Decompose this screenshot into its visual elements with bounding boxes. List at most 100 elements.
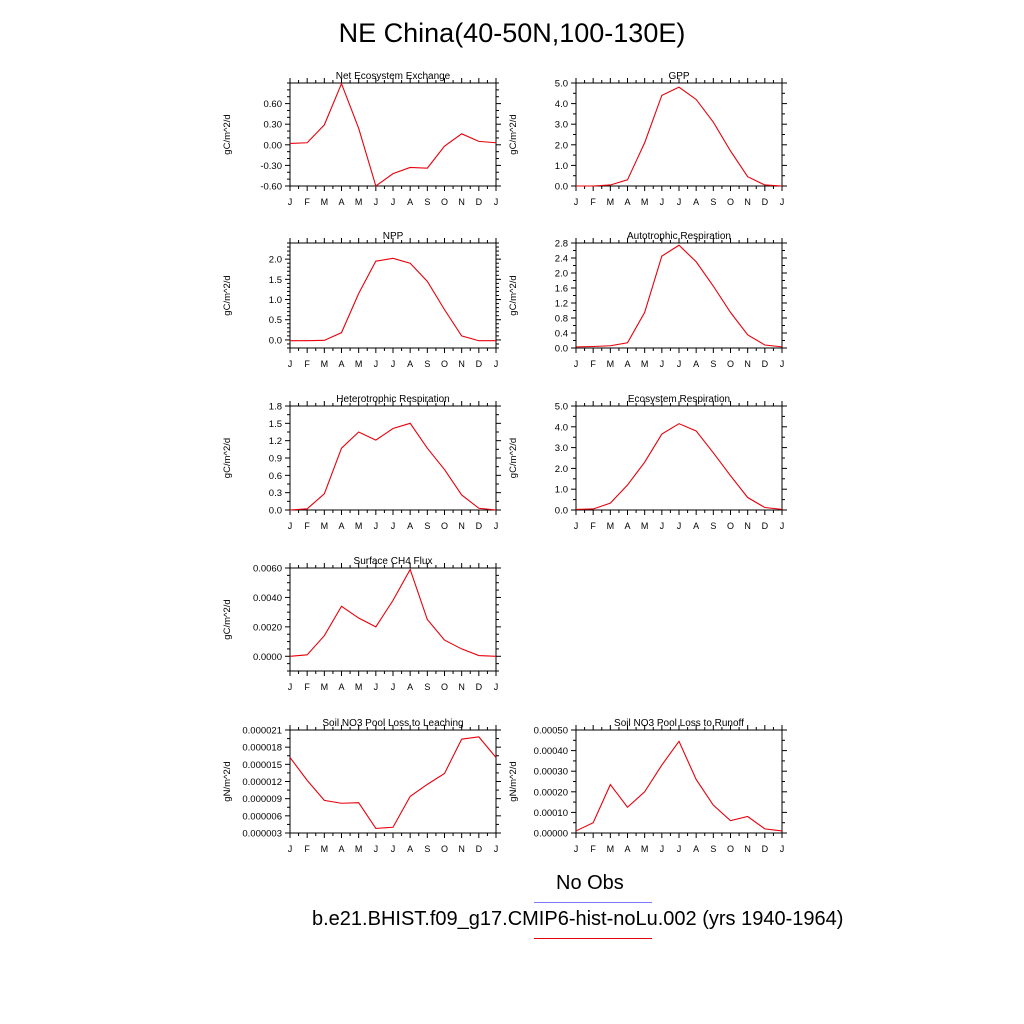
x-tick-label: O: [441, 844, 448, 854]
x-tick-label: O: [727, 521, 734, 531]
x-tick-label: N: [458, 844, 465, 854]
y-axis-label: gC/m^2/d: [222, 438, 233, 478]
y-tick-label: -0.60: [260, 182, 282, 193]
y-tick-label: 0.0060: [253, 564, 282, 575]
x-tick-label: F: [590, 521, 596, 531]
x-tick-label: F: [590, 844, 596, 854]
series-line: [290, 257, 496, 342]
y-tick-label: 0.00010: [534, 808, 568, 819]
x-tick-label: O: [727, 197, 734, 207]
x-tick-label: O: [441, 521, 448, 531]
y-tick-label: 2.0: [555, 269, 568, 280]
x-tick-label: M: [607, 197, 615, 207]
y-tick-label: 0.3: [269, 488, 282, 499]
x-tick-label: J: [374, 682, 379, 692]
x-tick-label: D: [476, 682, 483, 692]
x-tick-label: J: [780, 521, 785, 531]
x-tick-label: D: [476, 521, 483, 531]
series-line: [575, 423, 783, 510]
x-tick-label: O: [727, 359, 734, 369]
plot-frame: [575, 82, 783, 187]
x-tick-label: A: [624, 521, 630, 531]
x-tick-label: J: [574, 844, 579, 854]
x-tick-label: A: [693, 197, 699, 207]
y-tick-label: 2.0: [269, 255, 282, 266]
y-tick-label: 0.00030: [534, 767, 568, 778]
x-tick-label: S: [424, 682, 430, 692]
x-tick-label: M: [607, 359, 615, 369]
x-tick-label: J: [494, 359, 499, 369]
y-tick-label: 0.0: [555, 506, 568, 517]
x-tick-label: J: [677, 521, 682, 531]
x-tick-label: A: [338, 521, 344, 531]
y-tick-label: 0.000021: [242, 726, 282, 737]
x-tick-label: A: [338, 359, 344, 369]
x-tick-label: S: [424, 844, 430, 854]
y-tick-label: 0.4: [555, 329, 568, 340]
x-tick-label: J: [660, 844, 665, 854]
chart-title: Net Ecosystem Exchange: [336, 71, 451, 82]
x-tick-label: J: [677, 359, 682, 369]
x-tick-label: N: [458, 521, 465, 531]
plot-frame: [575, 405, 783, 511]
y-tick-label: 0.00020: [534, 787, 568, 798]
y-tick-label: 1.5: [269, 275, 282, 286]
x-tick-label: S: [710, 521, 716, 531]
x-tick-label: A: [407, 521, 413, 531]
y-tick-label: 1.0: [269, 295, 282, 306]
x-tick-label: A: [693, 521, 699, 531]
x-tick-label: D: [476, 197, 483, 207]
x-tick-label: J: [780, 197, 785, 207]
x-tick-label: A: [624, 359, 630, 369]
series-line: [576, 86, 783, 187]
x-tick-label: J: [391, 197, 396, 207]
series-line: [289, 82, 497, 187]
plot-frame: [289, 405, 497, 511]
plot-frame: [289, 729, 497, 834]
x-tick-label: J: [780, 359, 785, 369]
x-tick-label: M: [641, 197, 649, 207]
x-tick-label: S: [710, 359, 716, 369]
x-tick-label: S: [424, 521, 430, 531]
y-tick-label: 0.0000: [253, 652, 282, 663]
y-tick-label: 0.00040: [534, 746, 568, 757]
y-tick-label: 5.0: [555, 79, 568, 90]
x-tick-label: J: [494, 682, 499, 692]
legend-model-line: [534, 938, 652, 939]
x-tick-label: J: [677, 197, 682, 207]
x-tick-label: D: [762, 844, 769, 854]
page-title: NE China(40-50N,100-130E): [338, 18, 686, 48]
chart-title: NPP: [383, 231, 404, 242]
y-tick-label: 0.0: [555, 182, 568, 193]
y-tick-label: 0.000012: [242, 777, 282, 788]
x-tick-label: J: [494, 521, 499, 531]
y-axis-label: gC/m^2/d: [222, 599, 233, 639]
x-tick-label: N: [458, 359, 465, 369]
y-tick-label: 0.9: [269, 454, 282, 465]
x-tick-label: J: [660, 359, 665, 369]
x-tick-label: A: [693, 844, 699, 854]
x-tick-label: M: [607, 844, 615, 854]
y-tick-label: 4.0: [555, 99, 568, 110]
x-tick-label: J: [574, 359, 579, 369]
series-line: [289, 736, 497, 829]
y-tick-label: 1.0: [555, 161, 568, 172]
x-tick-label: D: [476, 359, 483, 369]
y-tick-label: 0.0: [269, 335, 282, 346]
x-tick-label: N: [744, 197, 751, 207]
y-tick-label: 2.0: [555, 140, 568, 151]
x-tick-label: J: [660, 521, 665, 531]
y-axis-label: gC/m^2/d: [508, 275, 519, 315]
chart-title: Surface CH4 Flux: [354, 556, 433, 567]
y-axis-label: gC/m^2/d: [508, 114, 519, 154]
y-tick-label: 0.000018: [242, 743, 282, 754]
x-tick-label: M: [641, 844, 649, 854]
